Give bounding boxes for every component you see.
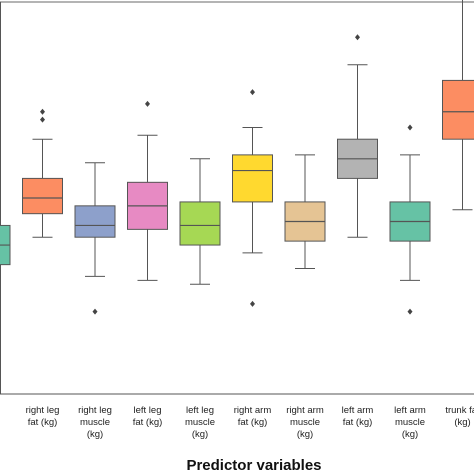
tick-label-line: muscle — [185, 417, 215, 428]
outlier-point — [92, 308, 98, 315]
tick-label-line: (kg) — [297, 429, 313, 440]
tick-label-line: left arm — [394, 405, 426, 416]
box-group-4 — [179, 158, 221, 285]
box-iqr — [74, 205, 116, 238]
tick-label-line: fat (kg) — [343, 417, 373, 428]
box-iqr — [179, 201, 221, 246]
x-tick-label: left leg muscle (kg) — [185, 405, 215, 440]
outlier-point — [145, 100, 150, 107]
boxes-layer — [0, 0, 474, 315]
x-tick-label: right arm fat (kg) — [234, 405, 272, 428]
box-group-8 — [389, 124, 431, 315]
outlier-point — [355, 34, 360, 41]
box-group-9 — [442, 0, 474, 211]
outlier-point — [40, 116, 45, 123]
tick-label-line: (kg) — [87, 429, 103, 440]
x-tick-label: left arm muscle (kg) — [394, 405, 426, 440]
outlier-point — [250, 300, 255, 307]
box-group-0 — [0, 224, 11, 266]
tick-label-line: right arm — [286, 405, 324, 416]
x-tick-label: right arm muscle (kg) — [286, 405, 324, 440]
tick-label-line: muscle — [290, 417, 320, 428]
x-tick-label: left leg fat (kg) — [133, 405, 163, 428]
box-iqr — [442, 79, 474, 140]
tick-label-line: (kg) — [192, 429, 208, 440]
outlier-point — [407, 308, 413, 315]
outlier-point — [250, 89, 255, 96]
box-group-1 — [22, 108, 63, 238]
tick-label-line: right arm — [234, 405, 272, 416]
box-group-5 — [232, 89, 273, 307]
x-tick-label: right leg fat (kg) — [26, 405, 60, 428]
x-tick-label: right leg muscle (kg) — [78, 405, 112, 440]
tick-label-line: trunk fat — [445, 405, 474, 416]
tick-label-line: fat (kg) — [28, 417, 58, 428]
tick-label-line: right leg — [78, 405, 112, 416]
box-group-2 — [74, 162, 116, 315]
box-iqr — [22, 177, 63, 215]
box-group-6 — [284, 154, 326, 270]
outlier-point — [407, 124, 413, 131]
x-tick-label: trunk fat(kg) — [445, 405, 474, 428]
x-tick-label: left arm fat (kg) — [342, 405, 374, 428]
outlier-point — [40, 108, 45, 115]
tick-label-line: left leg — [134, 405, 162, 416]
x-axis-title: Predictor variables — [186, 457, 321, 474]
tick-label-line: right leg — [26, 405, 60, 416]
tick-label-line: left leg — [186, 405, 214, 416]
tick-label-line: fat (kg) — [238, 417, 268, 428]
tick-label-line: left arm — [342, 405, 374, 416]
box-iqr — [232, 154, 273, 203]
tick-label-line: (kg) — [402, 429, 418, 440]
tick-label-line: (kg) — [454, 417, 470, 428]
tick-label-line: fat (kg) — [133, 417, 163, 428]
box-group-3 — [127, 100, 168, 281]
box-group-7 — [337, 34, 378, 238]
tick-label-line: muscle — [395, 417, 425, 428]
tick-label-line: muscle — [80, 417, 110, 428]
